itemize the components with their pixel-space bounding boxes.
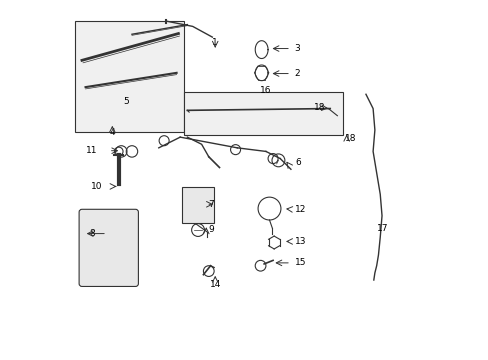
Text: 18: 18 <box>345 134 356 143</box>
Text: 17: 17 <box>377 224 388 233</box>
Text: 14: 14 <box>209 280 221 289</box>
Text: 8: 8 <box>89 229 95 238</box>
Text: 5: 5 <box>123 97 129 106</box>
Bar <box>75 21 183 132</box>
Text: 7: 7 <box>207 200 213 209</box>
Text: 3: 3 <box>294 44 300 53</box>
Text: 9: 9 <box>207 225 213 234</box>
Text: 10: 10 <box>91 182 102 191</box>
Text: 18: 18 <box>314 103 325 112</box>
Text: 11: 11 <box>86 146 97 155</box>
Text: 4: 4 <box>109 129 115 138</box>
Text: 15: 15 <box>295 258 306 267</box>
Text: 1: 1 <box>212 38 218 47</box>
FancyBboxPatch shape <box>79 209 138 287</box>
Text: 13: 13 <box>295 237 306 246</box>
Text: 2: 2 <box>294 69 300 78</box>
Text: 6: 6 <box>295 158 300 167</box>
Bar <box>183 93 342 135</box>
Text: 12: 12 <box>295 205 306 214</box>
Text: 16: 16 <box>259 86 270 95</box>
Bar <box>182 187 214 223</box>
